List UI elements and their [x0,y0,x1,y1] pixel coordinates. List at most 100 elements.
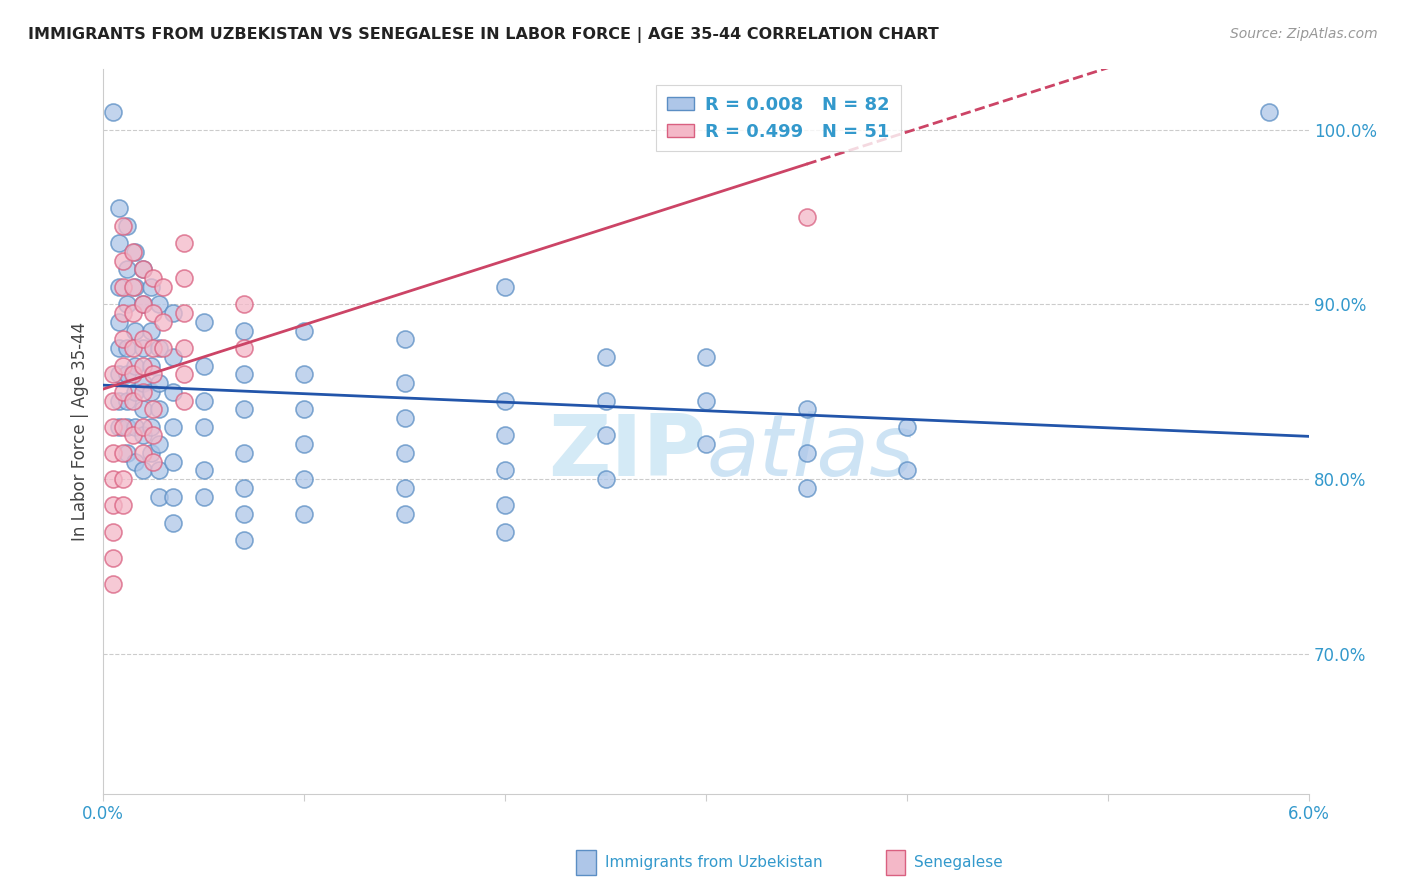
Text: IMMIGRANTS FROM UZBEKISTAN VS SENEGALESE IN LABOR FORCE | AGE 35-44 CORRELATION : IMMIGRANTS FROM UZBEKISTAN VS SENEGALESE… [28,27,939,43]
Point [117,219,139,233]
Point [108,419,131,434]
Point [796,210,818,224]
Point [124,455,146,469]
Point [122,280,145,294]
Text: Senegalese: Senegalese [914,855,1002,870]
Point [494,524,516,539]
Point [124,280,146,294]
Point [193,359,215,373]
Point [132,332,155,346]
Point [148,376,170,390]
Point [132,446,155,460]
Point [292,437,315,451]
Point [595,350,617,364]
Point [142,455,165,469]
Point [132,376,155,390]
Point [394,446,416,460]
Y-axis label: In Labor Force | Age 35-44: In Labor Force | Age 35-44 [72,321,89,541]
Point [108,341,131,355]
Point [695,393,717,408]
Point [494,463,516,477]
Point [896,463,918,477]
Point [124,324,146,338]
Point [117,297,139,311]
Point [173,368,195,382]
Point [173,341,195,355]
Point [124,419,146,434]
Point [108,315,131,329]
Point [173,271,195,285]
Point [1257,105,1279,120]
Point [232,446,254,460]
Point [193,419,215,434]
Point [232,341,254,355]
Point [117,262,139,277]
Point [232,368,254,382]
Point [494,428,516,442]
Point [494,499,516,513]
Point [292,472,315,486]
Point [595,393,617,408]
Point [132,402,155,417]
Point [595,472,617,486]
Point [112,219,135,233]
Point [232,402,254,417]
Point [112,359,135,373]
Point [148,490,170,504]
Point [101,105,124,120]
Point [108,368,131,382]
Point [148,297,170,311]
Point [142,271,165,285]
Point [152,280,174,294]
Point [132,262,155,277]
Point [232,324,254,338]
Point [142,428,165,442]
Text: Source: ZipAtlas.com: Source: ZipAtlas.com [1230,27,1378,41]
Point [112,419,135,434]
Point [695,437,717,451]
Point [117,419,139,434]
Point [132,419,155,434]
Point [141,280,163,294]
Point [193,463,215,477]
Point [132,297,155,311]
Point [162,455,184,469]
Point [124,359,146,373]
Point [101,368,124,382]
Point [141,359,163,373]
Text: Immigrants from Uzbekistan: Immigrants from Uzbekistan [605,855,823,870]
Point [132,359,155,373]
Point [112,499,135,513]
Point [132,262,155,277]
Point [494,393,516,408]
Point [193,490,215,504]
Point [148,437,170,451]
Point [695,350,717,364]
Point [162,490,184,504]
Point [173,393,195,408]
Point [142,341,165,355]
Point [148,463,170,477]
Point [162,306,184,320]
Point [108,202,131,216]
Point [132,297,155,311]
Point [173,236,195,251]
Point [117,393,139,408]
Point [142,402,165,417]
Point [117,446,139,460]
Point [292,402,315,417]
Point [896,419,918,434]
Point [141,446,163,460]
Point [232,507,254,521]
Point [141,324,163,338]
Point [112,446,135,460]
Point [101,393,124,408]
Point [394,332,416,346]
Legend: R = 0.008   N = 82, R = 0.499   N = 51: R = 0.008 N = 82, R = 0.499 N = 51 [657,85,901,152]
Point [112,384,135,399]
Point [796,481,818,495]
Point [141,419,163,434]
Point [232,481,254,495]
Point [141,384,163,399]
Point [148,341,170,355]
